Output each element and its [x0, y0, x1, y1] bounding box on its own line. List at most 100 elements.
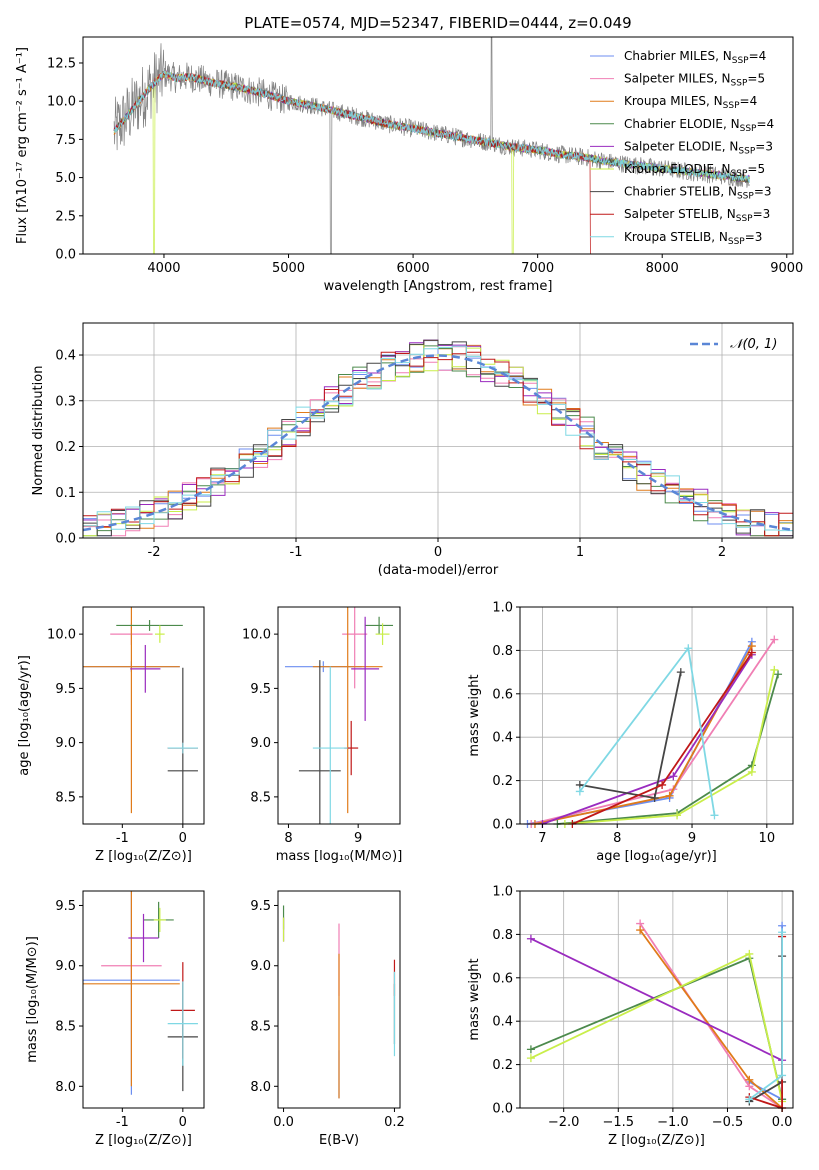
legend-label: Salpeter MILES, N — [624, 72, 731, 86]
legend-subscript: SSP — [740, 124, 757, 134]
axes-frame — [82, 890, 205, 1109]
y-tick-label: 10.0 — [47, 95, 76, 110]
legend-suffix: =5 — [747, 162, 765, 176]
weight-point — [770, 635, 779, 644]
errorbar-point-krou_stelib — [312, 666, 348, 824]
errorbar-point-salp_elodie — [351, 616, 380, 721]
weight-point — [747, 767, 756, 776]
y-tick-label: 0.4 — [55, 349, 76, 364]
x-tick-label: 0 — [179, 1115, 187, 1130]
axes-frame — [82, 36, 794, 255]
weight-point — [774, 670, 783, 679]
y-tick-label: 0.2 — [55, 440, 76, 455]
y-tick-label: 5.0 — [55, 171, 76, 186]
errorbar-point-krou_stelib — [167, 742, 198, 754]
x-tick-label: 7000 — [521, 261, 554, 276]
y-tick-label: 0.8 — [492, 644, 513, 659]
y-tick-label: 8.5 — [250, 790, 271, 805]
axes-frame — [82, 606, 205, 825]
y-tick-label: 8.5 — [55, 790, 76, 805]
x-axis-label: E(B-V) — [319, 1133, 359, 1148]
chart-title: PLATE=0574, MJD=52347, FIBERID=0444, z=0… — [244, 14, 631, 32]
y-tick-label: 0.6 — [492, 687, 513, 702]
x-tick-label: -1 — [116, 1115, 129, 1130]
x-tick-label: −0.5 — [712, 1115, 744, 1130]
weight-point — [669, 772, 678, 781]
age_vs_Z-panel: -1 0 8.5 9.0 9.5 10.0 Z [log₁₀(Z/Z⊙)] age [log₁… — [17, 606, 205, 864]
x-tick-label: 9 — [354, 831, 362, 846]
y-tick-label: 9.5 — [250, 899, 271, 914]
y-tick-label: 8.0 — [250, 1080, 271, 1095]
x-tick-label: 8000 — [646, 261, 679, 276]
weight-point — [745, 1075, 754, 1084]
weight-marks — [523, 635, 783, 828]
weight_vs_Z-panel: −2.0 −1.5 −1.0 −0.5 0.0 0.0 0.2 0.4 0.6 0.8 1.0 Z [… — [467, 885, 794, 1148]
x-tick-label: 1 — [576, 545, 584, 560]
spectrum-panel: 4000 5000 6000 7000 8000 9000 0.0 2.5 5.0 7.5 10.0… — [15, 14, 803, 294]
y-axis-label: Flux [fλ10⁻¹⁷ erg cm⁻² s⁻¹ A⁻¹] — [15, 47, 30, 244]
errorbar-point-krou_elodie — [153, 907, 166, 932]
residual-marks — [83, 339, 793, 537]
y-tick-label: 0.2 — [492, 1058, 513, 1073]
weight-point — [526, 1045, 535, 1054]
y-tick-label: 9.5 — [55, 682, 76, 697]
errorbar-marks — [284, 607, 394, 824]
x-axis-label: mass [log₁₀(M/M⊙)] — [276, 849, 403, 864]
errorbar-marks — [83, 607, 198, 824]
y-axis-label: Normed distribution — [31, 366, 46, 496]
y-tick-label: 0.0 — [55, 248, 76, 263]
y-tick-label: 9.0 — [250, 959, 271, 974]
legend-subscript: SSP — [732, 56, 749, 66]
y-tick-label: 9.0 — [55, 959, 76, 974]
legend-entry: Salpeter ELODIE, NSSP=3 — [624, 139, 773, 156]
x-tick-label: 0.0 — [772, 1115, 793, 1130]
x-tick-label: -1 — [290, 545, 303, 560]
legend-subscript: SSP — [738, 146, 755, 156]
weight-point — [673, 811, 682, 820]
x-tick-label: 0.0 — [273, 1115, 294, 1130]
y-tick-label: 10.0 — [242, 628, 271, 643]
weight-line-salp_miles — [639, 922, 783, 1109]
errorbar-point-chab_stelib — [298, 660, 341, 824]
legend-entry: Kroupa STELIB, NSSP=3 — [624, 230, 762, 247]
weight-point — [745, 1095, 754, 1104]
weight-point — [747, 648, 756, 657]
x-tick-label: 8 — [613, 831, 621, 846]
mass_vs_Z-panel: -1 0 8.0 8.5 9.0 9.5 Z [log₁₀(Z/Z⊙)] mass [log₁… — [25, 890, 205, 1148]
weight-point — [778, 928, 787, 937]
legend-label: Salpeter STELIB, N — [624, 207, 736, 221]
legend-entry: Chabrier STELIB, NSSP=3 — [624, 185, 772, 202]
x-tick-label: 0 — [434, 545, 442, 560]
y-tick-label: 0.0 — [492, 818, 513, 833]
y-tick-label: 0.4 — [492, 1015, 513, 1030]
normal-curve — [83, 354, 793, 532]
y-tick-label: 9.5 — [55, 899, 76, 914]
weight-point — [650, 793, 659, 802]
weight-line-salp_elodie — [542, 654, 753, 825]
weight-line-krou_stelib — [579, 645, 716, 816]
x-axis-label: wavelength [Angstrom, rest frame] — [324, 279, 553, 294]
legend-suffix: =4 — [756, 117, 774, 131]
legend-entry: Kroupa MILES, NSSP=4 — [624, 94, 757, 111]
x-tick-label: 9 — [688, 831, 696, 846]
legend-label: Salpeter ELODIE, N — [624, 139, 738, 153]
weight-point — [665, 791, 674, 800]
legend-label: Kroupa STELIB, N — [624, 230, 728, 244]
y-tick-label: 0.0 — [492, 1102, 513, 1117]
legend-subscript: SSP — [731, 169, 748, 179]
weight-point — [658, 780, 667, 789]
weight-point — [745, 949, 754, 958]
weight_vs_age-panel: 7 8 9 10 0.0 0.2 0.4 0.6 0.8 1.0 age [log₁₀(age/yr… — [467, 601, 794, 864]
residual-histogram-chab_elodie — [83, 345, 793, 537]
weight-line-chab_elodie — [557, 674, 779, 825]
y-tick-label: 1.0 — [492, 885, 513, 900]
weight-marks — [526, 919, 787, 1112]
axes-frame — [519, 890, 794, 1109]
x-axis-label: Z [log₁₀(Z/Z⊙)] — [95, 1133, 192, 1148]
age_vs_mass-panel: 8 9 8.5 9.0 9.5 10.0 mass [log₁₀(M/M⊙)] — [242, 606, 403, 864]
y-tick-label: 1.0 — [492, 601, 513, 616]
weight-point — [636, 926, 645, 935]
legend-entry: Salpeter MILES, NSSP=5 — [624, 72, 765, 89]
